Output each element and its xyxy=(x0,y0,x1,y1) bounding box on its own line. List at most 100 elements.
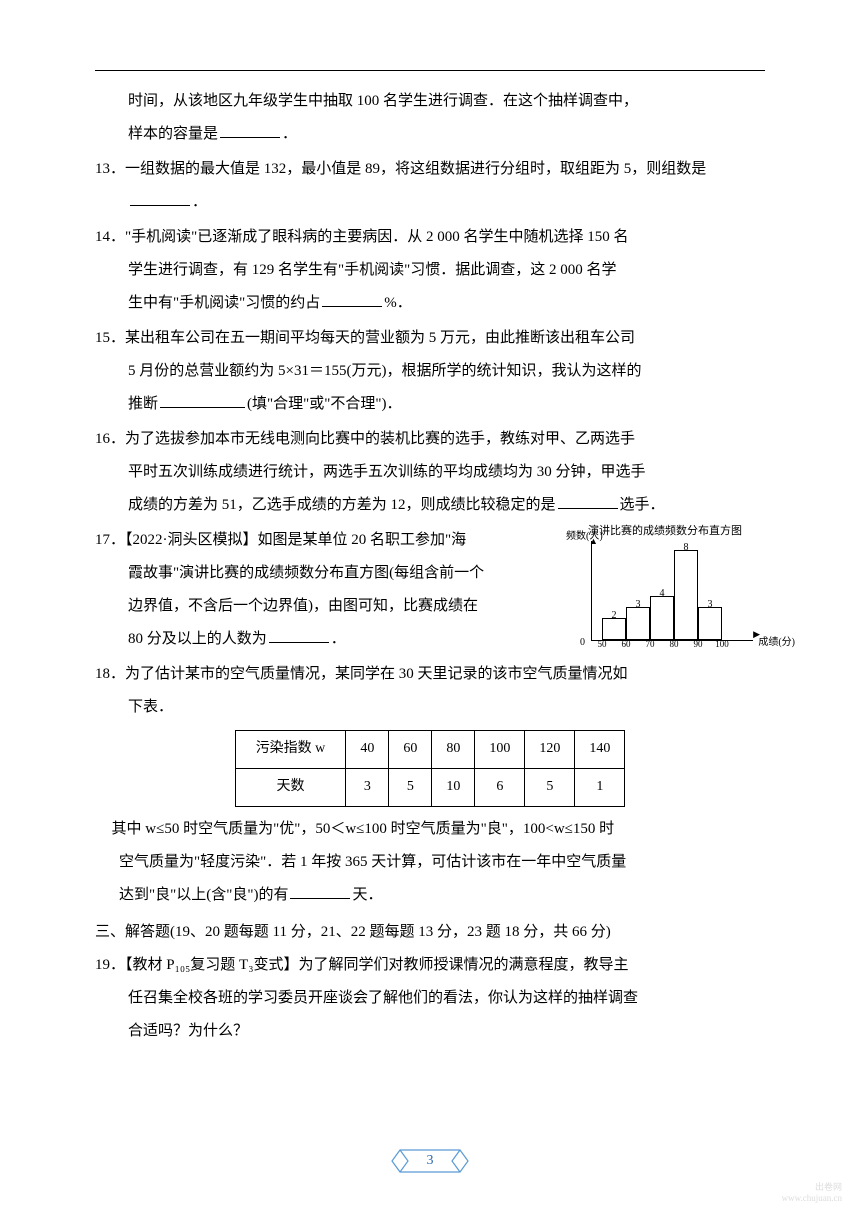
q12-post: ． xyxy=(282,126,297,142)
q18-after-mid: w≤50 时空气质量为"优"，50＜w≤100 时空气质量为"良"，100<w≤… xyxy=(145,821,614,837)
q12-line-b: 样本的容量是 ． xyxy=(95,118,765,151)
q17-l2: 霞故事"演讲比赛的成绩频数分布直方图(每组含前一个 xyxy=(95,557,559,590)
table-cell: 5 xyxy=(525,768,575,806)
blank-q17 xyxy=(269,627,329,644)
q19-l1: 19．【教材 P₁₀₅复习题 T₃变式】为了解同学们对教师授课情况的满意程度，教… xyxy=(95,949,765,982)
chart-origin: 0 xyxy=(580,632,585,654)
chart-area: 频数(人) ▲ ▶ 成绩(分) 0 250360470880390100 xyxy=(591,541,753,641)
q16-num: 16． xyxy=(95,431,125,447)
q16: 16．为了选拔参加本市无线电测向比赛中的装机比赛的选手，教练对甲、乙两选手 平时… xyxy=(95,423,765,522)
q15: 15．某出租车公司在五一期间平均每天的营业额为 5 万元，由此推断该出租车公司 … xyxy=(95,322,765,421)
q18-l1: 18．为了估计某市的空气质量情况，某同学在 30 天里记录的该市空气质量情况如 xyxy=(95,658,765,691)
q13-num: 13． xyxy=(95,161,125,177)
cell-text: 污染指数 w xyxy=(256,741,326,756)
q17-post: ． xyxy=(331,631,346,647)
blank-q12 xyxy=(220,122,280,139)
table-cell: 天数 xyxy=(235,768,346,806)
y-arrow-icon: ▲ xyxy=(589,532,598,552)
q12-line-a: 时间，从该地区九年级学生中抽取 100 名学生进行调查．在这个抽样调查中， xyxy=(95,85,765,118)
q14-l3: 生中有"手机阅读"习惯的约占 %． xyxy=(95,287,765,320)
x-tick: 50 xyxy=(598,635,607,655)
table-cell: 40 xyxy=(346,731,389,769)
q16-l3: 成绩的方差为 51，乙选手成绩的方差为 12，则成绩比较稳定的是 选手． xyxy=(95,489,765,522)
q17-l3: 边界值，不含后一个边界值)，由图可知，比赛成绩在 xyxy=(95,590,559,623)
table-cell: 5 xyxy=(389,768,432,806)
q19-l3: 合适吗？为什么？ xyxy=(95,1015,765,1048)
bar-value: 4 xyxy=(651,583,673,605)
table-cell: 1 xyxy=(575,768,625,806)
x-tick: 60 xyxy=(622,635,631,655)
q18-a3-post: 天． xyxy=(352,887,382,903)
table-cell: 140 xyxy=(575,731,625,769)
table-row: 污染指数 w 40 60 80 100 120 140 xyxy=(235,731,625,769)
table-cell: 100 xyxy=(475,731,525,769)
q14-t1: "手机阅读"已逐渐成了眼科病的主要病因．从 2 000 名学生中随机选择 150… xyxy=(125,229,629,245)
q17-histogram: 演讲比赛的成绩频数分布直方图 频数(人) ▲ ▶ 成绩(分) 0 2503604… xyxy=(565,524,765,641)
x-axis-label: 成绩(分) xyxy=(758,632,795,654)
top-rule xyxy=(95,70,765,71)
q15-l3: 推断 (填"合理"或"不合理")． xyxy=(95,388,765,421)
page-number: 3 xyxy=(390,1144,470,1178)
section-3-heading: 三、解答题(19、20 题每题 11 分，21、22 题每题 13 分，23 题… xyxy=(95,916,765,949)
x-tick: 80 xyxy=(670,635,679,655)
x-tick: 100 xyxy=(715,635,729,655)
q16-pre: 成绩的方差为 51，乙选手成绩的方差为 12，则成绩比较稳定的是 xyxy=(128,497,556,513)
q17-text: 17．【2022·洞头区模拟】如图是某单位 20 名职工参加"海 霞故事"演讲比… xyxy=(95,524,559,656)
q17-l4: 80 分及以上的人数为 ． xyxy=(95,623,559,656)
bar-value: 2 xyxy=(603,605,625,627)
q18-t1: 为了估计某市的空气质量情况，某同学在 30 天里记录的该市空气质量情况如 xyxy=(125,666,628,682)
q12-pre: 样本的容量是 xyxy=(128,126,218,142)
blank-q16 xyxy=(558,493,618,510)
histogram-bar: 8 xyxy=(674,550,698,640)
q16-t1: 为了选拔参加本市无线电测向比赛中的装机比赛的选手，教练对甲、乙两选手 xyxy=(125,431,635,447)
q14-pre: 生中有"手机阅读"习惯的约占 xyxy=(128,295,320,311)
q13-text: 一组数据的最大值是 132，最小值是 89，将这组数据进行分组时，取组距为 5，… xyxy=(125,161,706,177)
x-tick: 70 xyxy=(646,635,655,655)
q14-num: 14． xyxy=(95,229,125,245)
q15-num: 15． xyxy=(95,330,125,346)
table-cell: 60 xyxy=(389,731,432,769)
bar-value: 8 xyxy=(675,537,697,559)
blank-q18 xyxy=(290,882,350,899)
q15-post: (填"合理"或"不合理")． xyxy=(247,396,401,412)
table-row: 天数 3 5 10 6 5 1 xyxy=(235,768,625,806)
q14-l2: 学生进行调查，有 129 名学生有"手机阅读"习惯．据此调查，这 2 000 名… xyxy=(95,254,765,287)
page-number-ribbon: 3 xyxy=(390,1144,470,1178)
q15-pre: 推断 xyxy=(128,396,158,412)
q18-l2: 下表． xyxy=(95,691,765,724)
q16-post: 选手． xyxy=(620,497,665,513)
blank-q13 xyxy=(130,190,190,207)
q17-num: 17． xyxy=(95,532,125,548)
q18-after1: 其中 w≤50 时空气质量为"优"，50＜w≤100 时空气质量为"良"，100… xyxy=(95,813,765,846)
q12-continuation: 时间，从该地区九年级学生中抽取 100 名学生进行调查．在这个抽样调查中， 样本… xyxy=(95,85,765,151)
table-cell: 80 xyxy=(432,731,475,769)
watermark: 出卷网www.chujuan.cn xyxy=(782,1182,842,1204)
q17: 17．【2022·洞头区模拟】如图是某单位 20 名职工参加"海 霞故事"演讲比… xyxy=(95,524,765,656)
q13: 13．一组数据的最大值是 132，最小值是 89，将这组数据进行分组时，取组距为… xyxy=(95,153,765,219)
q19-l2: 任召集全校各班的学习委员开座谈会了解他们的看法，你认为这样的抽样调查 xyxy=(95,982,765,1015)
q19-num: 19． xyxy=(95,957,125,973)
q17-t1: 【2022·洞头区模拟】如图是某单位 20 名职工参加"海 xyxy=(125,532,466,548)
q14-post: %． xyxy=(384,295,412,311)
table-cell: 120 xyxy=(525,731,575,769)
bar-value: 3 xyxy=(699,594,721,616)
q18: 18．为了估计某市的空气质量情况，某同学在 30 天里记录的该市空气质量情况如 … xyxy=(95,658,765,912)
q18-a3-pre: 达到"良"以上(含"良")的有 xyxy=(119,887,288,903)
table-cell: 6 xyxy=(475,768,525,806)
q15-l1: 15．某出租车公司在五一期间平均每天的营业额为 5 万元，由此推断该出租车公司 xyxy=(95,322,765,355)
q14-l1: 14．"手机阅读"已逐渐成了眼科病的主要病因．从 2 000 名学生中随机选择 … xyxy=(95,221,765,254)
q15-l2: 5 月份的总营业额约为 5×31＝155(万元)，根据所学的统计知识，我认为这样… xyxy=(95,355,765,388)
table-cell: 10 xyxy=(432,768,475,806)
q15-t1: 某出租车公司在五一期间平均每天的营业额为 5 万元，由此推断该出租车公司 xyxy=(125,330,635,346)
q14: 14．"手机阅读"已逐渐成了眼科病的主要病因．从 2 000 名学生中随机选择 … xyxy=(95,221,765,320)
q16-l1: 16．为了选拔参加本市无线电测向比赛中的装机比赛的选手，教练对甲、乙两选手 xyxy=(95,423,765,456)
q18-num: 18． xyxy=(95,666,125,682)
x-tick: 90 xyxy=(694,635,703,655)
table-cell: 污染指数 w xyxy=(235,731,346,769)
q19: 19．【教材 P₁₀₅复习题 T₃变式】为了解同学们对教师授课情况的满意程度，教… xyxy=(95,949,765,1048)
bar-value: 3 xyxy=(627,594,649,616)
q18-after-pre: 其中 xyxy=(112,821,146,837)
q18-after2: 空气质量为"轻度污染"．若 1 年按 365 天计算，可估计该市在一年中空气质量 xyxy=(95,846,765,879)
q19-t1: 【教材 P₁₀₅复习题 T₃变式】为了解同学们对教师授课情况的满意程度，教导主 xyxy=(125,957,628,973)
q17-pre: 80 分及以上的人数为 xyxy=(128,631,267,647)
